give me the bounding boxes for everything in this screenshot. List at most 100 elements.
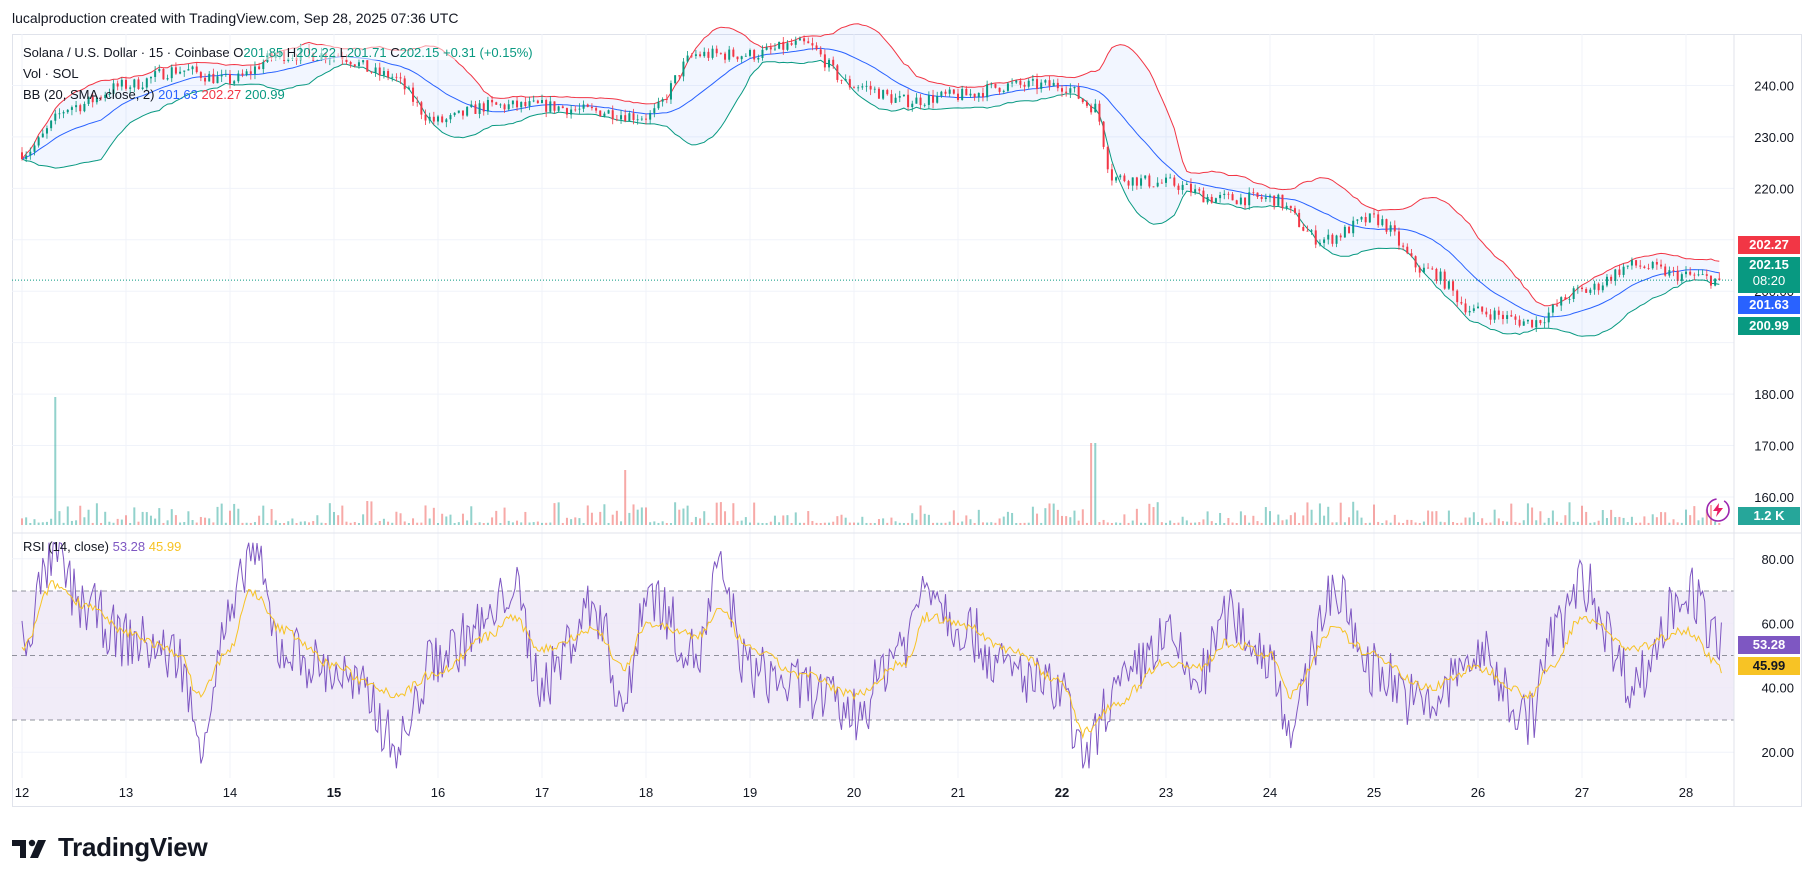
candle-body <box>41 133 44 138</box>
volume-bar <box>653 521 656 525</box>
candle-body <box>645 118 647 120</box>
candle-body <box>1572 288 1575 299</box>
rsi-legend[interactable]: RSI (14, close) 53.28 45.99 <box>23 539 181 554</box>
candle-body <box>1165 177 1167 183</box>
candle-body <box>1140 178 1143 186</box>
volume-bar <box>337 515 340 525</box>
volume-bar <box>1655 517 1658 525</box>
volume-bar <box>1081 509 1084 525</box>
candle-body <box>474 104 477 114</box>
volume-bar <box>75 520 78 525</box>
candle-body <box>1660 264 1663 267</box>
volume-bar <box>1377 521 1380 525</box>
change-value: +0.31 (+0.15%) <box>442 45 533 60</box>
candle-body <box>1011 82 1014 84</box>
volume-legend[interactable]: Vol · SOL <box>23 66 79 81</box>
time-tick-label: 12 <box>15 785 29 800</box>
candle-body <box>782 41 785 50</box>
rsi-label: RSI (14, close) <box>23 539 109 554</box>
lightning-icon[interactable] <box>1705 497 1731 523</box>
candle-body <box>174 67 177 74</box>
volume-bar <box>1589 522 1592 525</box>
volume-bar <box>179 522 182 525</box>
candle-body <box>1098 103 1101 122</box>
volume-bar <box>370 501 373 525</box>
volume-bar <box>1531 507 1534 525</box>
volume-bar <box>1144 522 1147 525</box>
volume-bar <box>432 507 435 525</box>
volume-bar <box>137 521 140 525</box>
volume-bar <box>590 512 593 525</box>
chart-frame[interactable] <box>12 34 1802 807</box>
volume-bar <box>1601 510 1604 525</box>
time-tick-label: 23 <box>1159 785 1173 800</box>
candle-body <box>1360 216 1363 220</box>
volume-bar <box>1065 516 1068 525</box>
volume-bar <box>112 522 115 525</box>
candle-body <box>736 56 739 60</box>
candle-body <box>549 101 552 112</box>
candle-body <box>403 78 406 90</box>
volume-bar <box>703 511 706 525</box>
volume-bar <box>541 522 543 525</box>
candle-body <box>1439 271 1442 281</box>
volume-bar <box>694 516 697 525</box>
candle-body <box>1431 268 1434 270</box>
candle-body <box>199 72 202 78</box>
candle-body <box>495 102 498 105</box>
tradingview-logo[interactable]: TradingView <box>12 832 208 863</box>
candle-body <box>620 115 623 120</box>
candle-body <box>1031 79 1034 81</box>
volume-bar <box>595 522 598 525</box>
symbol-legend[interactable]: Solana / U.S. Dollar · 15 · Coinbase O20… <box>23 45 533 60</box>
candle-body <box>457 110 460 113</box>
candle-body <box>744 55 747 57</box>
candle-body <box>432 116 435 122</box>
candle-body <box>1210 196 1213 203</box>
candle-body <box>1339 235 1342 238</box>
volume-bar <box>1015 522 1018 525</box>
tradingview-logo-icon <box>12 839 46 859</box>
price-tick-label: 240.00 <box>1754 78 1794 93</box>
volume-bar <box>1194 522 1197 525</box>
volume-bar <box>482 522 485 525</box>
bb-legend[interactable]: BB (20, SMA, close, 2) 201.63 202.27 200… <box>23 87 285 102</box>
candle-body <box>1397 231 1400 246</box>
volume-bar <box>1198 522 1201 525</box>
candle-body <box>100 97 103 99</box>
volume-bar <box>145 512 148 525</box>
candle-body <box>1368 213 1371 223</box>
candle-body <box>902 94 905 96</box>
volume-bar <box>1273 522 1276 525</box>
candle-body <box>653 108 656 113</box>
volume-bar <box>823 522 826 525</box>
volume-bar <box>233 503 236 525</box>
volume-bar <box>736 521 739 525</box>
candle-body <box>466 106 469 116</box>
volume-bar <box>574 517 577 525</box>
volume-bar <box>1660 512 1663 525</box>
candle-body <box>669 83 672 100</box>
candle-body <box>965 88 968 96</box>
volume-bar <box>1364 522 1367 525</box>
candle-body <box>316 59 319 61</box>
volume-bar <box>628 512 631 525</box>
candle-body <box>740 56 743 60</box>
volume-bar <box>108 521 111 525</box>
bb-basis-tag: 201.63 <box>1738 296 1800 314</box>
volume-bar <box>1339 502 1342 525</box>
volume-bar <box>607 522 610 525</box>
candle-body <box>1489 314 1492 320</box>
candle-body <box>1435 268 1438 281</box>
volume-bar <box>986 522 989 525</box>
candle-body <box>1709 275 1712 286</box>
volume-bar <box>649 522 652 525</box>
volume-bar <box>765 522 768 525</box>
volume-bar <box>1709 505 1712 525</box>
volume-bar <box>636 509 639 525</box>
volume-bar <box>83 517 86 525</box>
candle-body <box>1127 181 1130 186</box>
candle-body <box>1306 230 1309 232</box>
candle-body <box>1169 177 1172 179</box>
